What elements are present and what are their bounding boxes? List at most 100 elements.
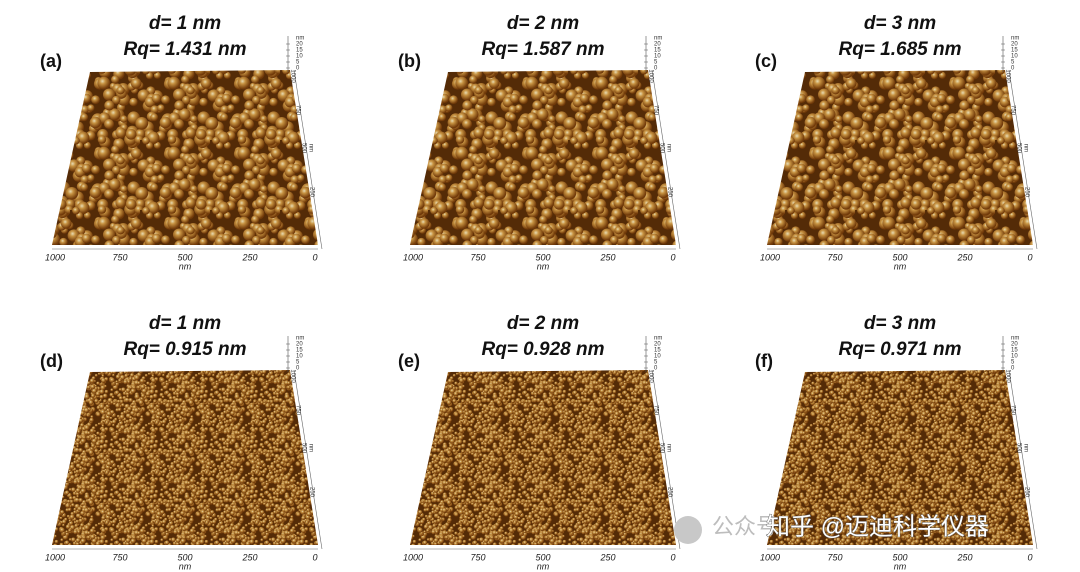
thickness: d= 1 nm [149,313,221,334]
z-tick-label: 0 [654,66,658,72]
z-tick-label: 10 [1011,354,1018,360]
thickness: d= 3 nm [864,313,936,334]
x-tick-label: 500 [535,252,550,262]
x-tick-label: 750 [112,252,127,262]
x-tick-label: 500 [892,552,907,562]
panel: (f) d= 3 nm Rq= 0.971 nm 1000 750 500 250 0 nm 25… [755,313,1038,571]
x-tick-label: 0 [312,252,317,262]
y-tick-label: 750 [294,105,300,116]
z-tick-label: 20 [1011,42,1018,48]
axis-line [293,69,323,250]
x-tick-label: 1000 [760,552,780,562]
x-unit: nm [894,261,907,271]
y-unit: nm [665,444,671,452]
y-tick-label: 250 [666,487,672,498]
z-tick-label: 0 [1011,366,1015,372]
roughness: Rq= 0.928 nm [481,339,604,360]
watermark-account: 公众号 [712,514,778,539]
thickness: d= 2 nm [507,13,579,34]
x-tick-label: 750 [470,252,485,262]
x-tick-label: 250 [599,252,615,262]
panel: (c) d= 3 nm Rq= 1.685 nm 1000 750 500 250 0 nm 25… [755,13,1038,271]
z-tick-label: 5 [1011,60,1015,66]
x-tick-label: 500 [177,252,192,262]
z-tick-label: 15 [296,348,303,354]
z-tick-label: 10 [296,54,303,60]
x-unit: nm [894,561,907,571]
z-unit: nm [1011,36,1019,42]
z-tick-label: 20 [1011,342,1018,348]
y-unit: nm [665,144,671,152]
axis-line [1008,369,1038,550]
panel: (b) d= 2 nm Rq= 1.587 nm 1000 750 500 250 0 nm 25… [398,13,681,271]
y-tick-label: 1000 [289,69,295,83]
z-tick-label: 15 [654,348,661,354]
z-tick-label: 5 [1011,360,1015,366]
z-tick-label: 5 [654,360,658,366]
thickness: d= 1 nm [149,13,221,34]
surface-shade [52,370,318,545]
z-unit: nm [1011,336,1019,342]
z-tick-label: 5 [296,60,300,66]
afm-surface [410,70,676,245]
x-tick-label: 750 [112,552,127,562]
x-tick-label: 250 [599,552,615,562]
z-tick-label: 15 [1011,348,1018,354]
y-tick-label: 500 [658,443,664,454]
y-tick-label: 500 [1015,143,1021,154]
y-tick-label: 750 [652,405,658,416]
afm-surface [767,370,1033,545]
watermark: 公众号 知乎 @迈迪科学仪器 [674,513,989,544]
panel: (a) d= 1 nm Rq= 1.431 nm 1000 750 500 250 0 nm 25… [40,13,323,271]
y-tick-label: 250 [308,487,314,498]
thickness: d= 3 nm [864,13,936,34]
x-tick-label: 1000 [403,252,423,262]
axis-line [1008,69,1038,250]
z-tick-label: 10 [1011,54,1018,60]
panel-label: (b) [398,51,421,71]
y-unit: nm [307,444,313,452]
x-tick-label: 250 [956,252,972,262]
y-tick-label: 1000 [1004,369,1010,383]
y-tick-label: 1000 [289,369,295,383]
y-tick-label: 1000 [1004,69,1010,83]
roughness: Rq= 0.971 nm [838,339,961,360]
z-tick-label: 10 [296,354,303,360]
roughness: Rq= 1.431 nm [123,39,246,60]
surface-shade [410,70,676,245]
x-tick-label: 750 [470,552,485,562]
surface-shade [767,370,1033,545]
y-tick-label: 1000 [647,369,653,383]
surface-shade [410,370,676,545]
x-tick-label: 1000 [760,252,780,262]
z-tick-label: 20 [654,342,661,348]
z-unit: nm [296,336,304,342]
watermark-source: 知乎 @迈迪科学仪器 [766,513,989,540]
x-tick-label: 250 [241,552,257,562]
y-tick-label: 250 [1023,487,1029,498]
panel: (e) d= 2 nm Rq= 0.928 nm 1000 750 500 250 0 nm 25… [398,313,681,571]
y-tick-label: 250 [1023,187,1029,198]
z-tick-label: 5 [654,60,658,66]
z-tick-label: 10 [654,54,661,60]
x-tick-label: 500 [177,552,192,562]
x-unit: nm [537,561,550,571]
panel-label: (d) [40,351,63,371]
y-unit: nm [307,144,313,152]
y-tick-label: 1000 [647,69,653,83]
y-tick-label: 750 [294,405,300,416]
panel-label: (c) [755,51,777,71]
y-unit: nm [1022,144,1028,152]
y-unit: nm [1022,444,1028,452]
y-tick-label: 500 [1015,443,1021,454]
x-tick-label: 250 [956,552,972,562]
x-tick-label: 750 [827,252,842,262]
z-unit: nm [654,336,662,342]
z-tick-label: 20 [654,42,661,48]
surface-shade [767,70,1033,245]
x-tick-label: 1000 [45,552,65,562]
y-tick-label: 250 [308,187,314,198]
y-tick-label: 750 [652,105,658,116]
